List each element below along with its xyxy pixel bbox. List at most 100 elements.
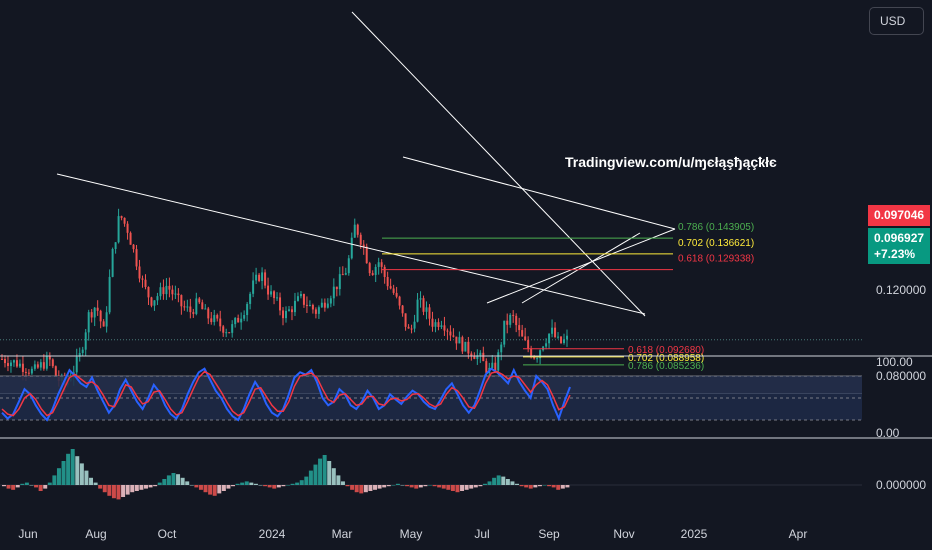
histogram-bar bbox=[542, 485, 547, 486]
fib-upper-label: 0.702 (0.136621) bbox=[678, 238, 754, 249]
histogram-bar bbox=[66, 453, 71, 485]
candle-body bbox=[168, 285, 171, 290]
candle-body bbox=[255, 274, 258, 281]
candle-body bbox=[476, 355, 479, 359]
candle-body bbox=[1, 358, 3, 360]
candle-body bbox=[75, 356, 78, 373]
histogram-bar bbox=[47, 482, 52, 485]
histogram-bar bbox=[482, 483, 487, 485]
candle-body bbox=[195, 298, 198, 314]
candle-body bbox=[377, 262, 380, 267]
candle-body bbox=[566, 335, 569, 340]
histogram-bar bbox=[354, 485, 359, 493]
candle-body bbox=[515, 315, 518, 326]
candle-body bbox=[147, 286, 150, 298]
candle-body bbox=[461, 337, 464, 352]
candle-body bbox=[545, 343, 548, 347]
candle-body bbox=[135, 249, 138, 267]
candle-body bbox=[485, 361, 488, 373]
histogram-bar bbox=[162, 479, 167, 485]
trendline-4 bbox=[486, 228, 676, 304]
histogram-bar bbox=[43, 485, 48, 489]
candlesticks bbox=[1, 208, 569, 393]
candle-body bbox=[305, 304, 308, 306]
histogram-bar bbox=[176, 474, 181, 485]
histogram-bar bbox=[111, 485, 116, 499]
candle-body bbox=[231, 324, 234, 333]
candle-body bbox=[129, 232, 132, 245]
candle-body bbox=[54, 366, 57, 377]
candle-body bbox=[261, 272, 264, 281]
time-axis: Jun Aug Oct 2024 Mar May Jul Sep Nov 2025 Apr bbox=[18, 527, 807, 541]
histogram-bar bbox=[157, 482, 162, 485]
time-tick-label: Jun bbox=[18, 527, 37, 541]
histogram-bar bbox=[2, 485, 6, 487]
histogram-bar bbox=[469, 485, 474, 489]
histogram-bar bbox=[409, 485, 414, 488]
candle-body bbox=[539, 350, 542, 359]
currency-button[interactable]: USD bbox=[869, 7, 924, 35]
candle-body bbox=[234, 317, 237, 325]
histogram-bar bbox=[418, 485, 423, 488]
candle-body bbox=[347, 258, 350, 274]
candle-body bbox=[165, 285, 168, 295]
histogram-bar bbox=[377, 485, 382, 489]
trendlines bbox=[56, 11, 676, 317]
candle-body bbox=[84, 332, 87, 350]
histogram-bar bbox=[331, 468, 336, 485]
candle-body bbox=[512, 314, 515, 316]
candle-body bbox=[150, 297, 153, 306]
candle-body bbox=[21, 363, 24, 372]
histogram-bar bbox=[217, 485, 222, 494]
candle-body bbox=[557, 336, 560, 338]
candle-body bbox=[198, 298, 201, 303]
candle-body bbox=[81, 349, 84, 354]
candle-body bbox=[338, 274, 341, 290]
candle-body bbox=[177, 293, 180, 296]
trendline-1 bbox=[56, 173, 646, 315]
candle-body bbox=[222, 326, 225, 333]
candle-body bbox=[356, 224, 359, 235]
candle-body bbox=[299, 294, 302, 297]
candle-body bbox=[434, 322, 437, 327]
candle-body bbox=[293, 300, 296, 313]
histogram-bar bbox=[212, 485, 217, 496]
histogram-bar bbox=[121, 485, 126, 497]
candle-body bbox=[548, 333, 551, 344]
candle-body bbox=[386, 276, 389, 287]
candle-body bbox=[323, 302, 326, 308]
histogram-bar bbox=[258, 485, 263, 486]
candle-body bbox=[320, 302, 323, 308]
candle-body bbox=[111, 249, 114, 277]
histogram-bar bbox=[180, 477, 185, 485]
candle-body bbox=[563, 339, 566, 343]
histogram-bar bbox=[272, 485, 277, 489]
histogram-bar bbox=[93, 482, 98, 485]
histogram-bar bbox=[56, 468, 61, 485]
candle-body bbox=[326, 303, 329, 308]
histogram-bar bbox=[148, 485, 153, 488]
histogram-bar bbox=[61, 461, 66, 485]
time-tick-label: Apr bbox=[789, 527, 808, 541]
candle-body bbox=[362, 244, 365, 247]
candle-body bbox=[470, 353, 473, 357]
histogram-bar bbox=[405, 485, 410, 487]
histogram-bar bbox=[395, 483, 400, 485]
histogram-bar bbox=[249, 482, 254, 485]
candle-body bbox=[9, 362, 12, 367]
stoch-d-line bbox=[1, 370, 571, 417]
candle-body bbox=[500, 344, 503, 353]
candle-body bbox=[443, 325, 446, 331]
candle-body bbox=[15, 360, 18, 367]
histogram-bar bbox=[125, 485, 130, 495]
candle-body bbox=[30, 368, 33, 374]
candle-body bbox=[276, 297, 279, 299]
histogram-bar bbox=[551, 485, 556, 488]
candle-body bbox=[186, 306, 189, 308]
candle-body bbox=[554, 327, 557, 337]
candle-body bbox=[473, 356, 476, 359]
time-tick-label: 2025 bbox=[681, 527, 708, 541]
histogram-bar bbox=[533, 485, 538, 488]
histogram-bar bbox=[327, 461, 332, 485]
